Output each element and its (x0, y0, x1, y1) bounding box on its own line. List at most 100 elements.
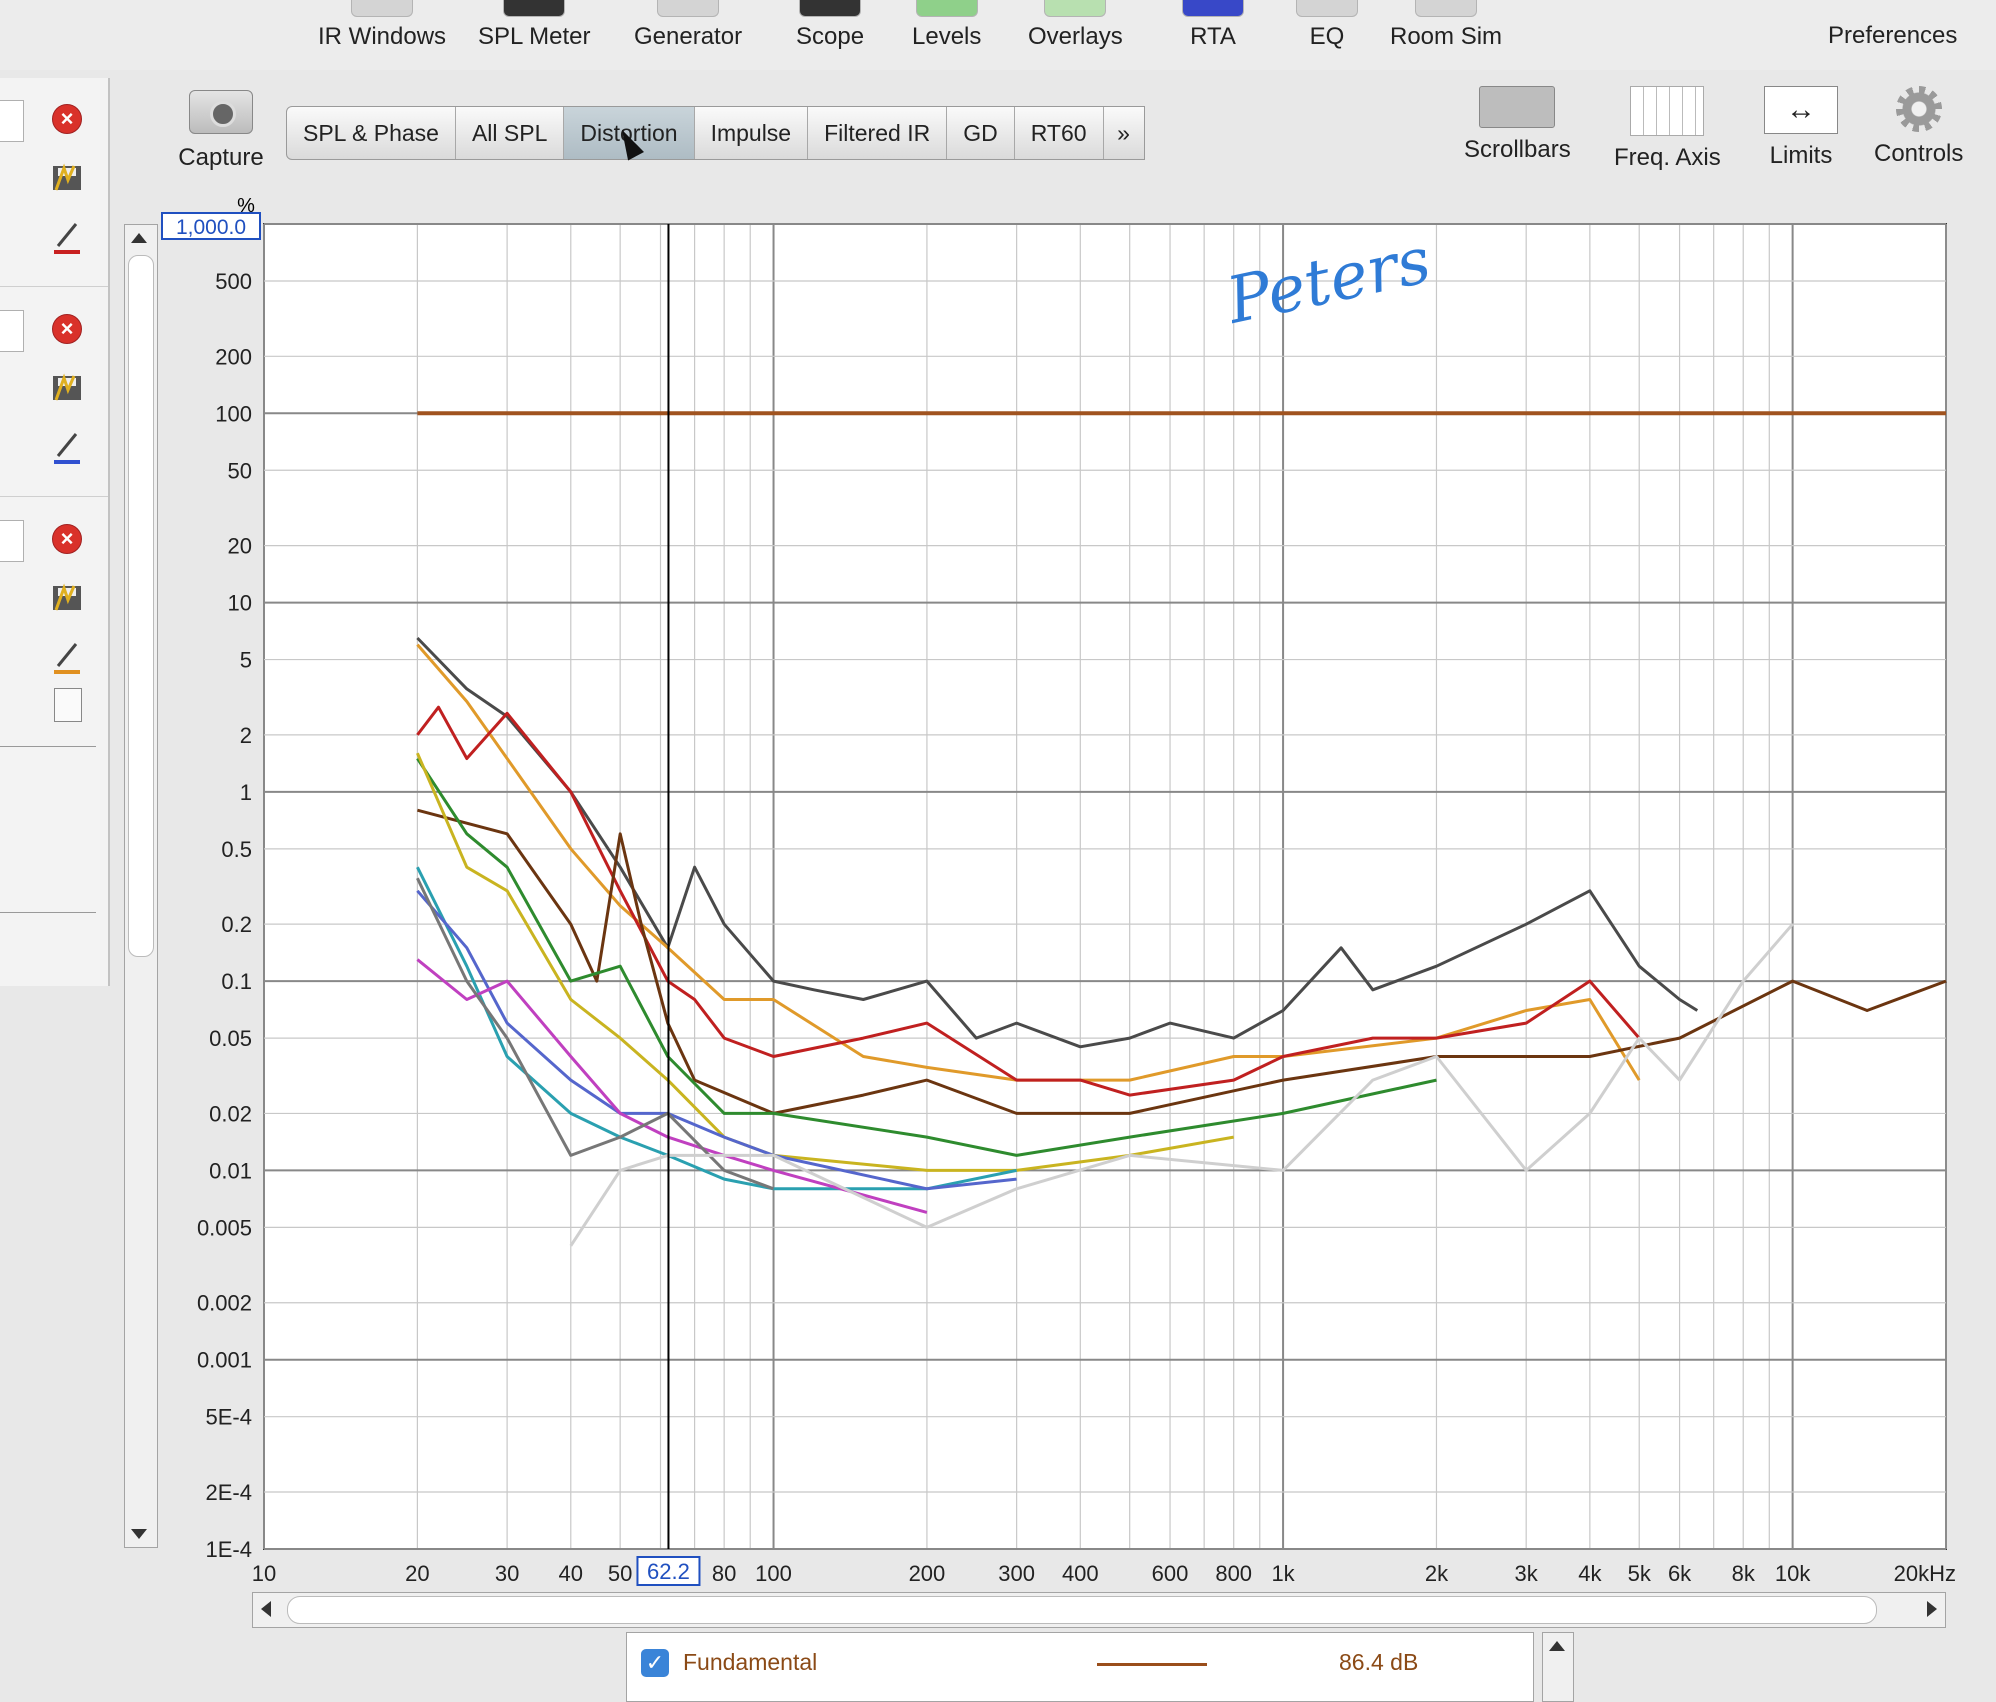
tab-impulse[interactable]: Impulse (695, 107, 809, 159)
overlays-button[interactable]: Overlays (1028, 0, 1123, 51)
measurement-name-field[interactable] (0, 520, 24, 562)
scroll-down-icon[interactable] (131, 1529, 147, 1539)
tab-distortion[interactable]: Distortion (564, 107, 695, 159)
legend-panel: ✓ Fundamental 86.4 dB (626, 1632, 1534, 1702)
preferences-icon (1883, 0, 1903, 16)
generator-button[interactable]: Generator (634, 0, 742, 51)
tab-spl-phase[interactable]: SPL & Phase (287, 107, 456, 159)
scrollbars-button[interactable]: Scrollbars (1464, 86, 1571, 164)
x-tick-label: 80 (712, 1561, 736, 1586)
y-max-box[interactable] (161, 212, 261, 240)
camera-icon (189, 90, 253, 134)
y-tick-label: 0.5 (221, 837, 252, 862)
scrollbars-icon (1479, 86, 1556, 128)
ir-windows-icon (351, 0, 414, 17)
overlays-icon (1044, 0, 1107, 17)
y-tick-label: 1 (240, 780, 252, 805)
cursor-value-label[interactable]: 62.2 (647, 1559, 690, 1584)
controls-button[interactable]: Controls (1874, 86, 1963, 168)
y-tick-label: 5 (240, 648, 252, 673)
distortion-series-line (416, 958, 928, 1214)
ir-windows-button[interactable]: IR Windows (318, 0, 446, 51)
scrollbars-label: Scrollbars (1464, 136, 1571, 163)
rta-label: RTA (1190, 23, 1236, 50)
legend-fundamental-value: 86.4 dB (1339, 1649, 1419, 1675)
eq-button[interactable]: EQ (1296, 0, 1358, 51)
measurement-entry: × (0, 288, 108, 497)
close-icon: × (60, 526, 74, 551)
scope-button[interactable]: Scope (796, 0, 864, 51)
close-measurement-button[interactable]: × (52, 524, 82, 554)
horizontal-scrollbar[interactable] (252, 1592, 1946, 1628)
save-measurement-icon[interactable] (50, 582, 84, 612)
measurement-name-field[interactable] (0, 100, 24, 142)
distortion-series-line (416, 752, 1234, 1172)
line-color-icon[interactable] (50, 216, 84, 256)
y-tick-label: 0.02 (209, 1101, 252, 1126)
x-tick-label: 3k (1515, 1561, 1539, 1586)
spl-meter-icon (503, 0, 566, 17)
distortion-series-line (569, 923, 1794, 1247)
cursor-value-box[interactable] (636, 1556, 701, 1586)
y-tick-label: 2E-4 (206, 1480, 252, 1505)
room-sim-button[interactable]: Room Sim (1390, 0, 1502, 51)
close-measurement-button[interactable]: × (52, 104, 82, 134)
y-tick-label: 2 (240, 723, 252, 748)
limits-button[interactable]: ↔ Limits (1764, 86, 1838, 170)
scroll-up-icon[interactable] (1549, 1641, 1565, 1651)
y-tick-label: 0.005 (197, 1215, 252, 1240)
divider (0, 912, 96, 913)
close-measurement-button[interactable]: × (52, 314, 82, 344)
tab-all-spl[interactable]: All SPL (456, 107, 565, 159)
y-tick-label: 0.1 (221, 969, 252, 994)
controls-label: Controls (1874, 140, 1964, 167)
more-tabs-button[interactable]: » (1117, 120, 1130, 146)
vertical-scrollbar[interactable] (124, 224, 158, 1548)
save-measurement-icon[interactable] (50, 372, 84, 402)
legend-fundamental-label: Fundamental (683, 1649, 818, 1675)
x-tick-label: 20kHz (1894, 1561, 1956, 1586)
tab-rt60[interactable]: RT60 (1015, 107, 1104, 159)
x-tick-label: 1k (1271, 1561, 1295, 1586)
preferences-button[interactable]: Preferences (1828, 0, 1957, 50)
horizontal-scroll-thumb[interactable] (287, 1596, 1877, 1624)
distortion-series-line (416, 636, 1699, 1049)
x-tick-label: 10k (1775, 1561, 1811, 1586)
freq-axis-button[interactable]: Freq. Axis (1614, 86, 1721, 172)
scope-label: Scope (796, 23, 865, 50)
y-tick-label: 0.2 (221, 912, 252, 937)
fundamental-checkbox[interactable]: ✓ (641, 1649, 669, 1677)
distortion-chart[interactable]: 500 200 100 50 20 10 5 2 1 0.5 0.2 0.1 0.05 0.02 0.01 0… (150, 195, 1956, 1590)
x-tick-labels: 10 20 30 40 50 80 100 200 300 400 600 800 1k 2k 3k 4k 5k… (252, 1561, 1956, 1586)
rta-button[interactable]: RTA (1182, 0, 1244, 51)
limits-icon: ↔ (1764, 86, 1838, 134)
eq-icon (1296, 0, 1358, 17)
tab-gd[interactable]: GD (947, 107, 1015, 159)
tab-filtered-ir[interactable]: Filtered IR (808, 107, 948, 159)
x-tick-label: 8k (1732, 1561, 1756, 1586)
save-measurement-icon[interactable] (50, 162, 84, 192)
levels-button[interactable]: Levels (912, 0, 981, 51)
scroll-up-icon[interactable] (131, 233, 147, 243)
line-color-icon[interactable] (50, 426, 84, 466)
scroll-right-icon[interactable] (1927, 1601, 1937, 1617)
capture-label: Capture (178, 144, 264, 171)
y-tick-label: 5E-4 (206, 1405, 252, 1430)
levels-label: Levels (912, 23, 982, 50)
close-icon: × (60, 316, 74, 341)
measurement-name-field[interactable] (0, 310, 24, 352)
notes-icon[interactable] (54, 688, 82, 722)
scroll-left-icon[interactable] (261, 1601, 271, 1617)
line-color-icon[interactable] (50, 636, 84, 676)
distortion-series-line (416, 889, 1017, 1191)
ir-windows-label: IR Windows (318, 23, 447, 50)
x-tick-label: 2k (1425, 1561, 1449, 1586)
y-max-label[interactable]: 1,000.0 (176, 216, 246, 239)
gear-icon (1895, 86, 1942, 132)
vertical-scroll-thumb[interactable] (128, 255, 154, 957)
spl-meter-button[interactable]: SPL Meter (478, 0, 591, 51)
measurement-entry: × (0, 498, 108, 722)
capture-button[interactable]: Capture (168, 90, 274, 172)
freq-axis-label: Freq. Axis (1614, 144, 1721, 171)
legend-scrollbar[interactable] (1542, 1632, 1574, 1702)
